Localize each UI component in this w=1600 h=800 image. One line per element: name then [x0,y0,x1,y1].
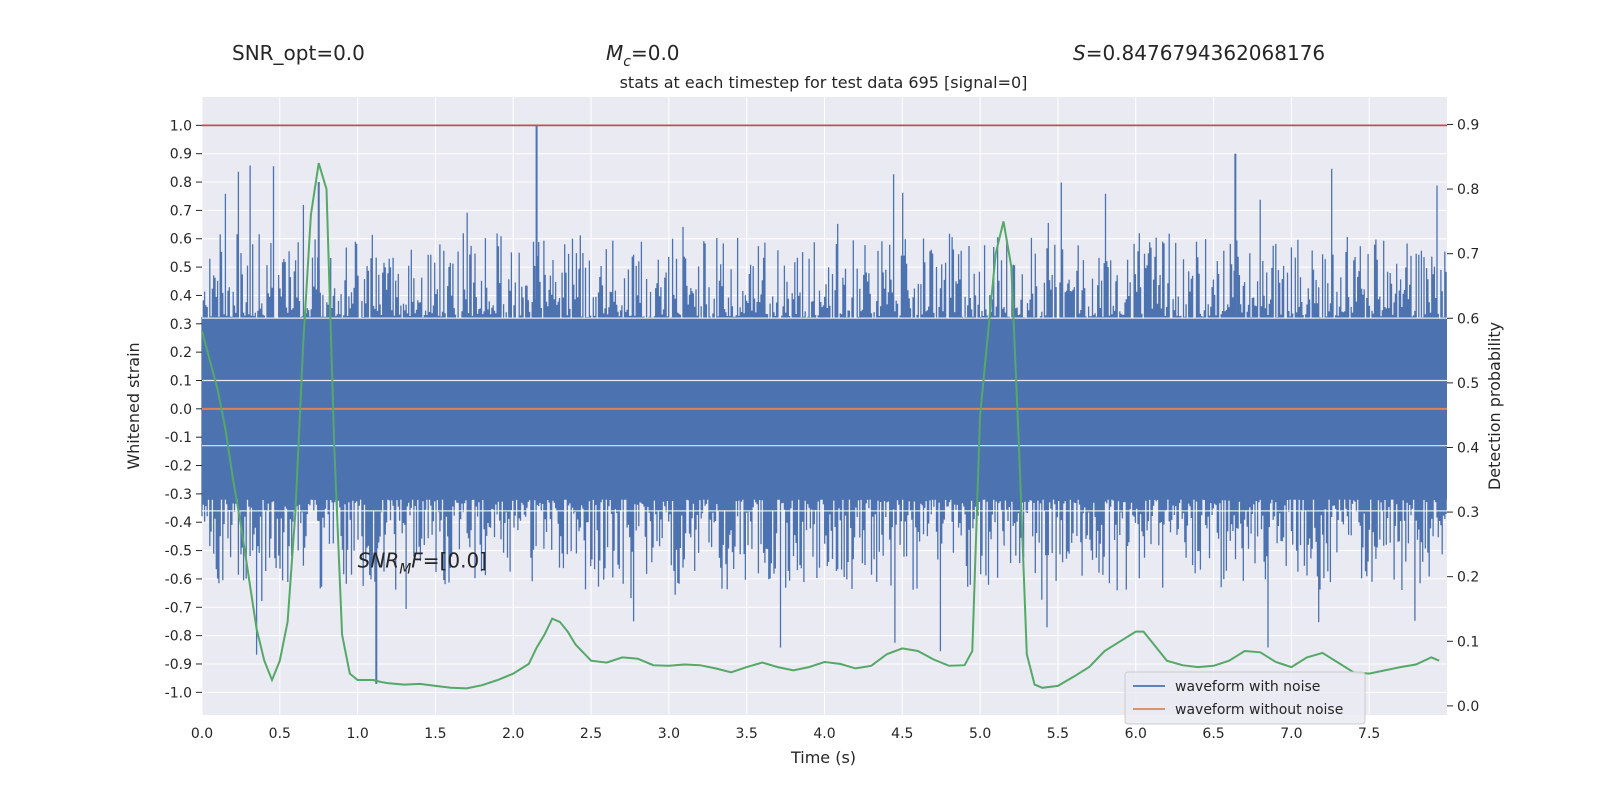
series-layer [201,124,1447,690]
y-tick-label: 1.0 [170,118,192,134]
x-tick-label: 7.5 [1358,726,1380,742]
y-tick-label: -0.2 [165,459,192,475]
y2-tick-label: 0.4 [1457,440,1479,456]
x-tick-label: 0.0 [191,726,213,742]
y-tick-label: 0.0 [170,402,192,418]
y2-tick-label: 0.7 [1457,247,1479,263]
y2-axis-label: Detection probability [1485,322,1504,490]
y2-tick-label: 0.1 [1457,634,1479,650]
x-tick-label: 7.0 [1280,726,1302,742]
legend-box [1124,671,1366,725]
x-tick-label: 6.0 [1125,726,1147,742]
y-axis-label: Whitened strain [124,342,143,469]
y2-tick-label: 0.2 [1457,570,1479,586]
y2-tick-label: 0.3 [1457,505,1479,521]
y-tick-label: -0.3 [165,487,192,503]
snr-opt-label: SNR_opt=0.0 [232,41,365,65]
y-tick-label: -1.0 [165,685,192,701]
y-tick-label: 0.1 [170,373,192,389]
y-tick-label: -0.7 [165,600,192,616]
legend-label-noisy: waveform with noise [1175,679,1320,695]
y-tick-label: 0.4 [170,288,192,304]
x-tick-label: 3.5 [736,726,758,742]
y-tick-label: 0.6 [170,232,192,248]
y-tick-label: -0.4 [165,515,192,531]
chirp-mass-label: Mc=0.0 [606,41,680,70]
x-tick-label: 2.5 [580,726,602,742]
y-tick-label: -0.1 [165,430,192,446]
y2-tick-label: 0.8 [1457,182,1479,198]
s-statistic-label: S=0.8476794362068176 [1073,41,1325,65]
y-tick-label: -0.8 [165,629,192,645]
x-tick-label: 6.5 [1202,726,1224,742]
y-tick-label: 0.9 [170,147,192,163]
x-tick-label: 4.5 [891,726,913,742]
y2-tick-label: 0.6 [1457,311,1479,327]
x-tick-label: 2.0 [502,726,524,742]
y2-tick-label: 0.9 [1457,117,1479,133]
x-tick-label: 1.0 [346,726,368,742]
y-tick-label: 0.7 [170,203,192,219]
x-axis-label: Time (s) [790,748,856,767]
y-tick-label: 0.5 [170,260,192,276]
x-tick-label: 5.0 [969,726,991,742]
x-tick-label: 3.0 [658,726,680,742]
y-tick-label: -0.5 [165,544,192,560]
y-tick-label: 0.2 [170,345,192,361]
x-tick-label: 5.5 [1047,726,1069,742]
chart-title: stats at each timestep for test data 695… [620,73,1028,92]
axes: 0.0 0.5 1.0 1.5 2.0 2.5 3.0 3.5 4.0 4.5 5.0 5.5 6.0 6… [165,117,1480,742]
y-tick-label: 0.3 [170,317,192,333]
y-tick-label: -0.6 [165,572,192,588]
detection-probability-line [201,162,1440,690]
x-tick-label: 4.0 [813,726,835,742]
legend-label-clean: waveform without noise [1175,702,1343,718]
y2-tick-label: 0.0 [1457,699,1479,715]
snr-mf-annotation: SNRMF=[0.0] [358,549,487,578]
x-tick-label: 0.5 [269,726,291,742]
legend: waveform with noise waveform without noi… [1124,671,1366,725]
y-tick-label: 0.8 [170,175,192,191]
y2-tick-label: 0.5 [1457,376,1479,392]
y-tick-label: -0.9 [165,657,192,673]
x-tick-label: 1.5 [424,726,446,742]
